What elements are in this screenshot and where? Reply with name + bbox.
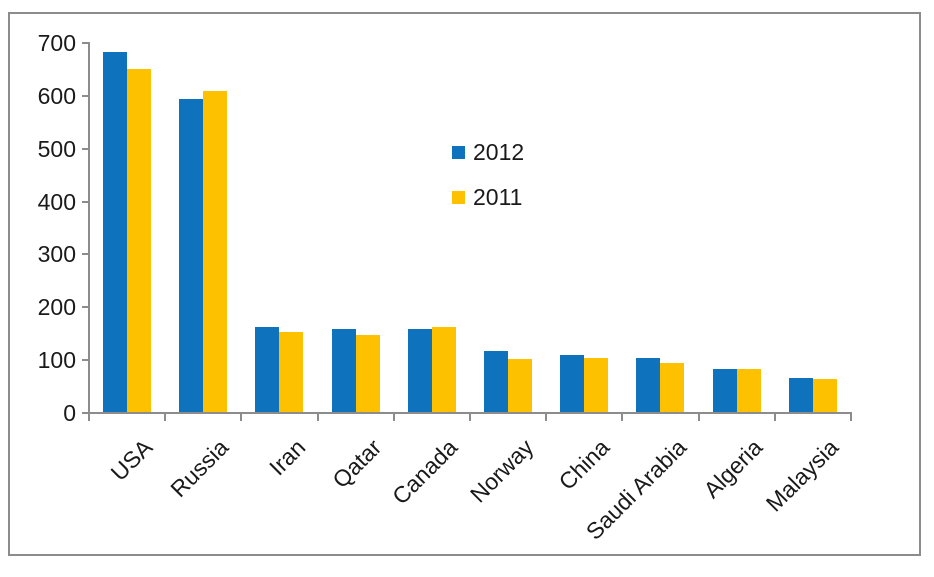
y-axis-tick — [82, 306, 88, 309]
bar-2011-saudi-arabia — [660, 363, 685, 412]
y-axis-tick — [82, 253, 88, 256]
y-axis-tick-label: 400 — [37, 188, 76, 215]
bar-2012-russia — [179, 99, 204, 412]
legend-label-2011: 2011 — [473, 184, 523, 210]
y-axis-tick-label: 0 — [63, 400, 76, 426]
bar-2011-algeria — [736, 368, 761, 412]
x-axis-tick — [850, 414, 852, 421]
bar-2012-malaysia — [788, 377, 813, 412]
bar-2011-qatar — [355, 335, 380, 412]
x-axis-tick — [697, 414, 700, 421]
legend-item-2011: 2011 — [452, 183, 522, 211]
bar-2012-norway — [484, 351, 508, 412]
y-axis-line — [88, 42, 90, 414]
bar-2011-norway — [508, 358, 532, 412]
y-axis-tick — [82, 147, 88, 150]
y-axis-tick — [82, 412, 88, 414]
chart-border-frame — [8, 12, 921, 556]
bar-2012-iran — [255, 326, 280, 412]
legend-label-2012: 2012 — [473, 139, 525, 165]
x-axis-tick — [545, 414, 548, 421]
legend-swatch-2011 — [452, 190, 465, 204]
bar-2011-iran — [279, 331, 304, 412]
x-axis-tick — [773, 414, 776, 421]
y-axis-tick-label: 200 — [37, 294, 76, 321]
bar-2012-algeria — [712, 368, 737, 412]
x-axis-tick — [392, 414, 395, 421]
bar-2011-usa — [127, 68, 151, 412]
bar-2012-saudi-arabia — [636, 357, 661, 412]
x-axis-tick — [469, 414, 471, 421]
x-axis-tick — [621, 414, 624, 421]
y-axis-tick-label: 600 — [37, 82, 76, 109]
y-axis-tick-label: 300 — [37, 241, 76, 268]
bar-2012-china — [560, 355, 585, 412]
bar-2012-usa — [103, 52, 127, 412]
y-axis-tick — [82, 200, 88, 203]
bar-2011-malaysia — [812, 378, 837, 412]
bar-2011-china — [584, 357, 609, 412]
y-axis-tick — [82, 359, 88, 362]
legend-item-2012: 2012 — [452, 138, 524, 166]
y-axis-tick — [82, 94, 88, 97]
bar-2011-russia — [203, 91, 228, 412]
y-axis-tick-label: 500 — [37, 135, 76, 162]
x-axis-tick — [164, 414, 167, 421]
bar-2012-canada — [407, 329, 432, 412]
y-axis-tick-label: 100 — [37, 347, 76, 374]
y-axis-tick — [82, 42, 88, 44]
bar-2012-qatar — [331, 329, 356, 412]
y-axis-tick-label: 700 — [37, 30, 76, 56]
x-axis-line — [88, 412, 852, 414]
x-axis-tick — [240, 414, 243, 421]
x-axis-tick — [88, 414, 90, 421]
x-axis-tick — [316, 414, 319, 421]
bar-2011-canada — [431, 327, 456, 412]
legend-swatch-2012 — [452, 145, 465, 159]
